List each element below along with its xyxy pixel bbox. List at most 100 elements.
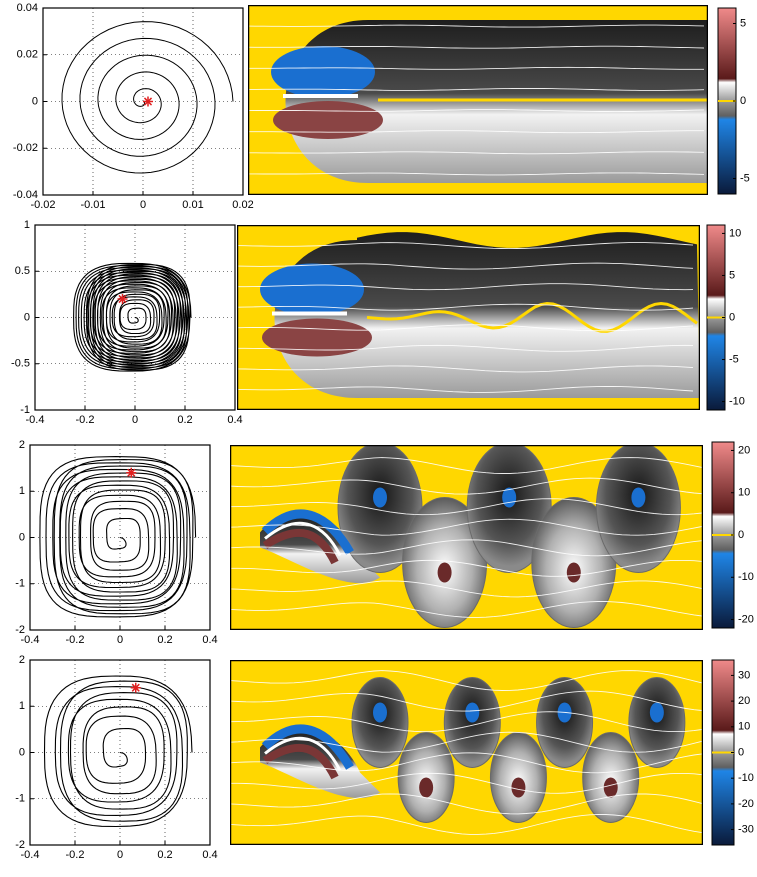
colorbar-tick-label: 0: [729, 311, 735, 323]
streamline: [230, 539, 703, 557]
plot-frame: [29, 444, 211, 631]
y-tick-label: -0.5: [11, 358, 30, 370]
x-tick-label: -0.4: [21, 849, 40, 861]
trajectory: [39, 456, 197, 618]
streamline: [230, 518, 703, 536]
y-tick-label: -1: [15, 793, 25, 805]
marker: [143, 96, 153, 107]
vortex-core: [373, 487, 387, 508]
y-tick-label: -2: [15, 839, 25, 851]
x-tick-label: 0.01: [182, 199, 203, 211]
y-tick-label: 0.04: [17, 2, 38, 14]
streamline: [230, 711, 703, 733]
marker-stroke: [118, 294, 127, 304]
streamline: [248, 172, 705, 176]
colorbar-tick-label: 10: [738, 721, 750, 733]
y-tick-label: -0.04: [13, 189, 38, 201]
y-tick-label: -2: [15, 624, 25, 636]
shear-layer-pos: [262, 528, 339, 565]
colorbar-tick-label: -10: [729, 395, 745, 407]
marker-stroke: [143, 97, 153, 106]
vortex-pos: [262, 318, 372, 357]
marker: [126, 467, 137, 478]
x-tick-label: 0.2: [157, 849, 172, 861]
colorbar-tick-label: 0: [738, 746, 744, 758]
streamline: [230, 580, 703, 598]
colorbar-tick-label: -5: [740, 172, 750, 184]
streamline: [230, 793, 703, 815]
colorbar-tick-label: 20: [738, 444, 750, 456]
x-tick-label: -0.2: [66, 849, 85, 861]
x-tick-label: 0: [117, 849, 123, 861]
flow-frame: [248, 5, 708, 195]
flow-frame: [237, 225, 700, 410]
vortex-core: [649, 702, 664, 723]
plot-frame: [42, 7, 244, 196]
streamline: [230, 731, 703, 753]
y-tick-label: 0: [32, 95, 38, 107]
streamline: [230, 772, 703, 794]
shear-layer-neg: [261, 724, 354, 770]
marker-stroke: [127, 468, 136, 477]
streamline: [230, 752, 703, 774]
marker: [130, 682, 141, 693]
x-tick-label: 0: [140, 199, 146, 211]
y-tick-label: -0.02: [13, 142, 38, 154]
x-tick-label: 0.2: [157, 634, 172, 646]
x-tick-label: 0: [117, 634, 123, 646]
colorbar-tick-label: 10: [738, 487, 750, 499]
colorbar-tick-label: 20: [738, 695, 750, 707]
plate: [264, 521, 342, 557]
streamline: [230, 498, 703, 516]
streamline: [230, 559, 703, 577]
colorbar-tick-label: 5: [740, 17, 746, 29]
y-tick-label: 0: [19, 746, 25, 758]
vortex: [595, 445, 681, 573]
x-tick-label: -0.02: [30, 199, 55, 211]
x-tick-label: 0.02: [232, 199, 253, 211]
y-tick-label: 0.02: [17, 49, 38, 61]
x-tick-label: 0.4: [227, 414, 242, 426]
x-tick-label: -0.2: [66, 634, 85, 646]
streamline: [230, 601, 703, 618]
colorbar-tick-label: 0: [740, 95, 746, 107]
streamline: [248, 130, 704, 134]
streamline: [230, 477, 703, 495]
streamline: [237, 365, 694, 373]
colorbar-tick-label: -10: [738, 772, 754, 784]
streamline: [248, 151, 705, 155]
y-tick-label: 1: [19, 485, 25, 497]
colorbar-tick-label: 0: [738, 529, 744, 541]
flow-frame: [230, 660, 703, 845]
plot-frame: [34, 224, 236, 411]
trajectory: [43, 675, 193, 828]
y-tick-label: 0: [24, 311, 30, 323]
vortex-neg: [260, 263, 364, 316]
flow-field: [237, 225, 700, 410]
y-tick-label: 1: [19, 700, 25, 712]
x-tick-label: -0.01: [80, 199, 105, 211]
flow-field: [230, 660, 703, 845]
streamline: [248, 45, 705, 49]
streamline: [230, 457, 703, 474]
streamline: [230, 814, 703, 835]
streamline: [248, 87, 705, 91]
vortex-core: [502, 487, 517, 508]
streamline: [248, 66, 704, 70]
y-tick-label: 2: [19, 439, 25, 451]
y-tick-label: 0.5: [15, 265, 30, 277]
flow-frame: [230, 445, 703, 630]
streamline: [237, 344, 694, 352]
streamline: [237, 242, 694, 250]
streamline: [237, 386, 694, 393]
streamline: [230, 690, 703, 712]
x-tick-label: -0.2: [76, 414, 95, 426]
vortex-core: [373, 702, 387, 723]
colorbar-tick-label: 5: [729, 269, 735, 281]
flow-field: [248, 5, 708, 195]
trajectory: [61, 21, 234, 174]
shear-layer-neg: [261, 509, 354, 555]
vortex-core: [566, 562, 581, 583]
wake: [274, 232, 700, 398]
